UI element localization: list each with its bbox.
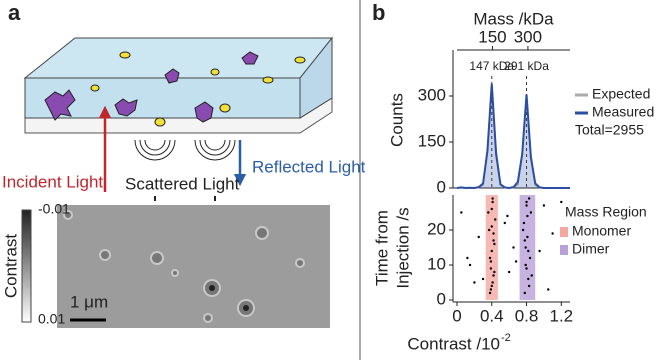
point [524, 246, 527, 249]
point [521, 228, 525, 232]
panel-label: a [8, 0, 21, 25]
point [489, 260, 493, 263]
reflected-label: Reflected Light [252, 157, 366, 176]
point [473, 281, 476, 284]
point [491, 197, 494, 200]
legend-swatch [560, 245, 568, 255]
point [547, 288, 550, 291]
x-axis-title: Contrast /10 [407, 334, 500, 353]
point [522, 221, 526, 225]
y-tick-label: 300 [418, 85, 446, 104]
point [507, 270, 511, 274]
y-axis-title: Time from [372, 210, 391, 286]
point [492, 232, 495, 235]
x2-tick-label: 300 [514, 27, 542, 46]
point [466, 256, 469, 260]
point [527, 197, 531, 200]
point [491, 200, 494, 204]
scattered-label: Scattered Light [125, 174, 240, 193]
total-label: Total=2955 [575, 122, 644, 138]
x-tick-label: 0.4 [480, 306, 504, 325]
x-tick-label: 0 [452, 306, 461, 325]
point [489, 267, 493, 270]
point [477, 235, 480, 239]
point [490, 284, 493, 288]
area [457, 83, 570, 188]
point [490, 249, 493, 253]
legend-label: Monomer [572, 223, 631, 239]
point [523, 239, 526, 242]
point [542, 204, 546, 207]
point [530, 274, 533, 277]
point [489, 288, 493, 291]
y-tick-label: 150 [418, 131, 446, 150]
y-axis-title: Counts [387, 93, 406, 147]
panel-label: b [372, 0, 385, 25]
point [487, 211, 490, 214]
point [460, 211, 463, 214]
region [485, 195, 498, 300]
point [526, 235, 529, 239]
y-tick-label: 0 [437, 289, 446, 308]
point [551, 232, 554, 235]
point [494, 218, 497, 221]
point [493, 242, 496, 246]
point [492, 274, 495, 277]
x2-axis-title: Mass /kDa [473, 9, 554, 28]
point [514, 260, 518, 263]
legend-label: Measured [592, 104, 654, 120]
colorbar-label: Contrast [1, 234, 20, 299]
point [490, 225, 493, 228]
point [491, 281, 494, 284]
point [538, 249, 541, 253]
legend-title: Mass Region [565, 204, 647, 220]
colorbar-top: -0.01 [38, 201, 70, 217]
point [527, 249, 530, 253]
x-tick-label: 1.2 [549, 306, 573, 325]
point [525, 267, 528, 270]
scale-bar-label: 1 μm [70, 292, 108, 311]
colorbar-bottom: 0.01 [38, 311, 65, 327]
diagram [21, 0, 361, 360]
point [523, 291, 526, 295]
legend-label: Dimer [572, 241, 610, 257]
x2-tick-label: 150 [478, 27, 506, 46]
point [503, 221, 507, 225]
y-axis-title: Injection /s [393, 207, 412, 288]
y-tick-label: 10 [427, 254, 446, 273]
point [529, 211, 533, 214]
point [527, 284, 531, 288]
legend-label: Expected [592, 86, 650, 102]
region [519, 195, 536, 300]
x-tick-label: 0.8 [515, 306, 539, 325]
y-tick-label: 20 [427, 219, 446, 238]
point [487, 228, 491, 232]
point [526, 214, 529, 218]
peak-label: 291 kDa [504, 59, 549, 73]
point [560, 200, 563, 204]
point [493, 270, 496, 274]
point [528, 256, 532, 260]
point [524, 263, 527, 267]
point [525, 200, 528, 204]
point [468, 263, 472, 267]
x-axis-exponent: -2 [501, 332, 511, 344]
series-line [456, 83, 570, 190]
point [512, 246, 515, 249]
peak-label: 147 kDa [469, 59, 514, 73]
point [481, 277, 485, 281]
point [488, 291, 492, 295]
series-line [457, 86, 570, 189]
point [492, 239, 495, 242]
point [506, 214, 509, 218]
y-tick-label: 0 [437, 177, 446, 196]
incident-label: Incident Light [2, 172, 103, 191]
point [488, 256, 492, 260]
point [525, 204, 528, 207]
point [490, 207, 493, 211]
point [527, 277, 530, 281]
legend-swatch [560, 227, 568, 237]
